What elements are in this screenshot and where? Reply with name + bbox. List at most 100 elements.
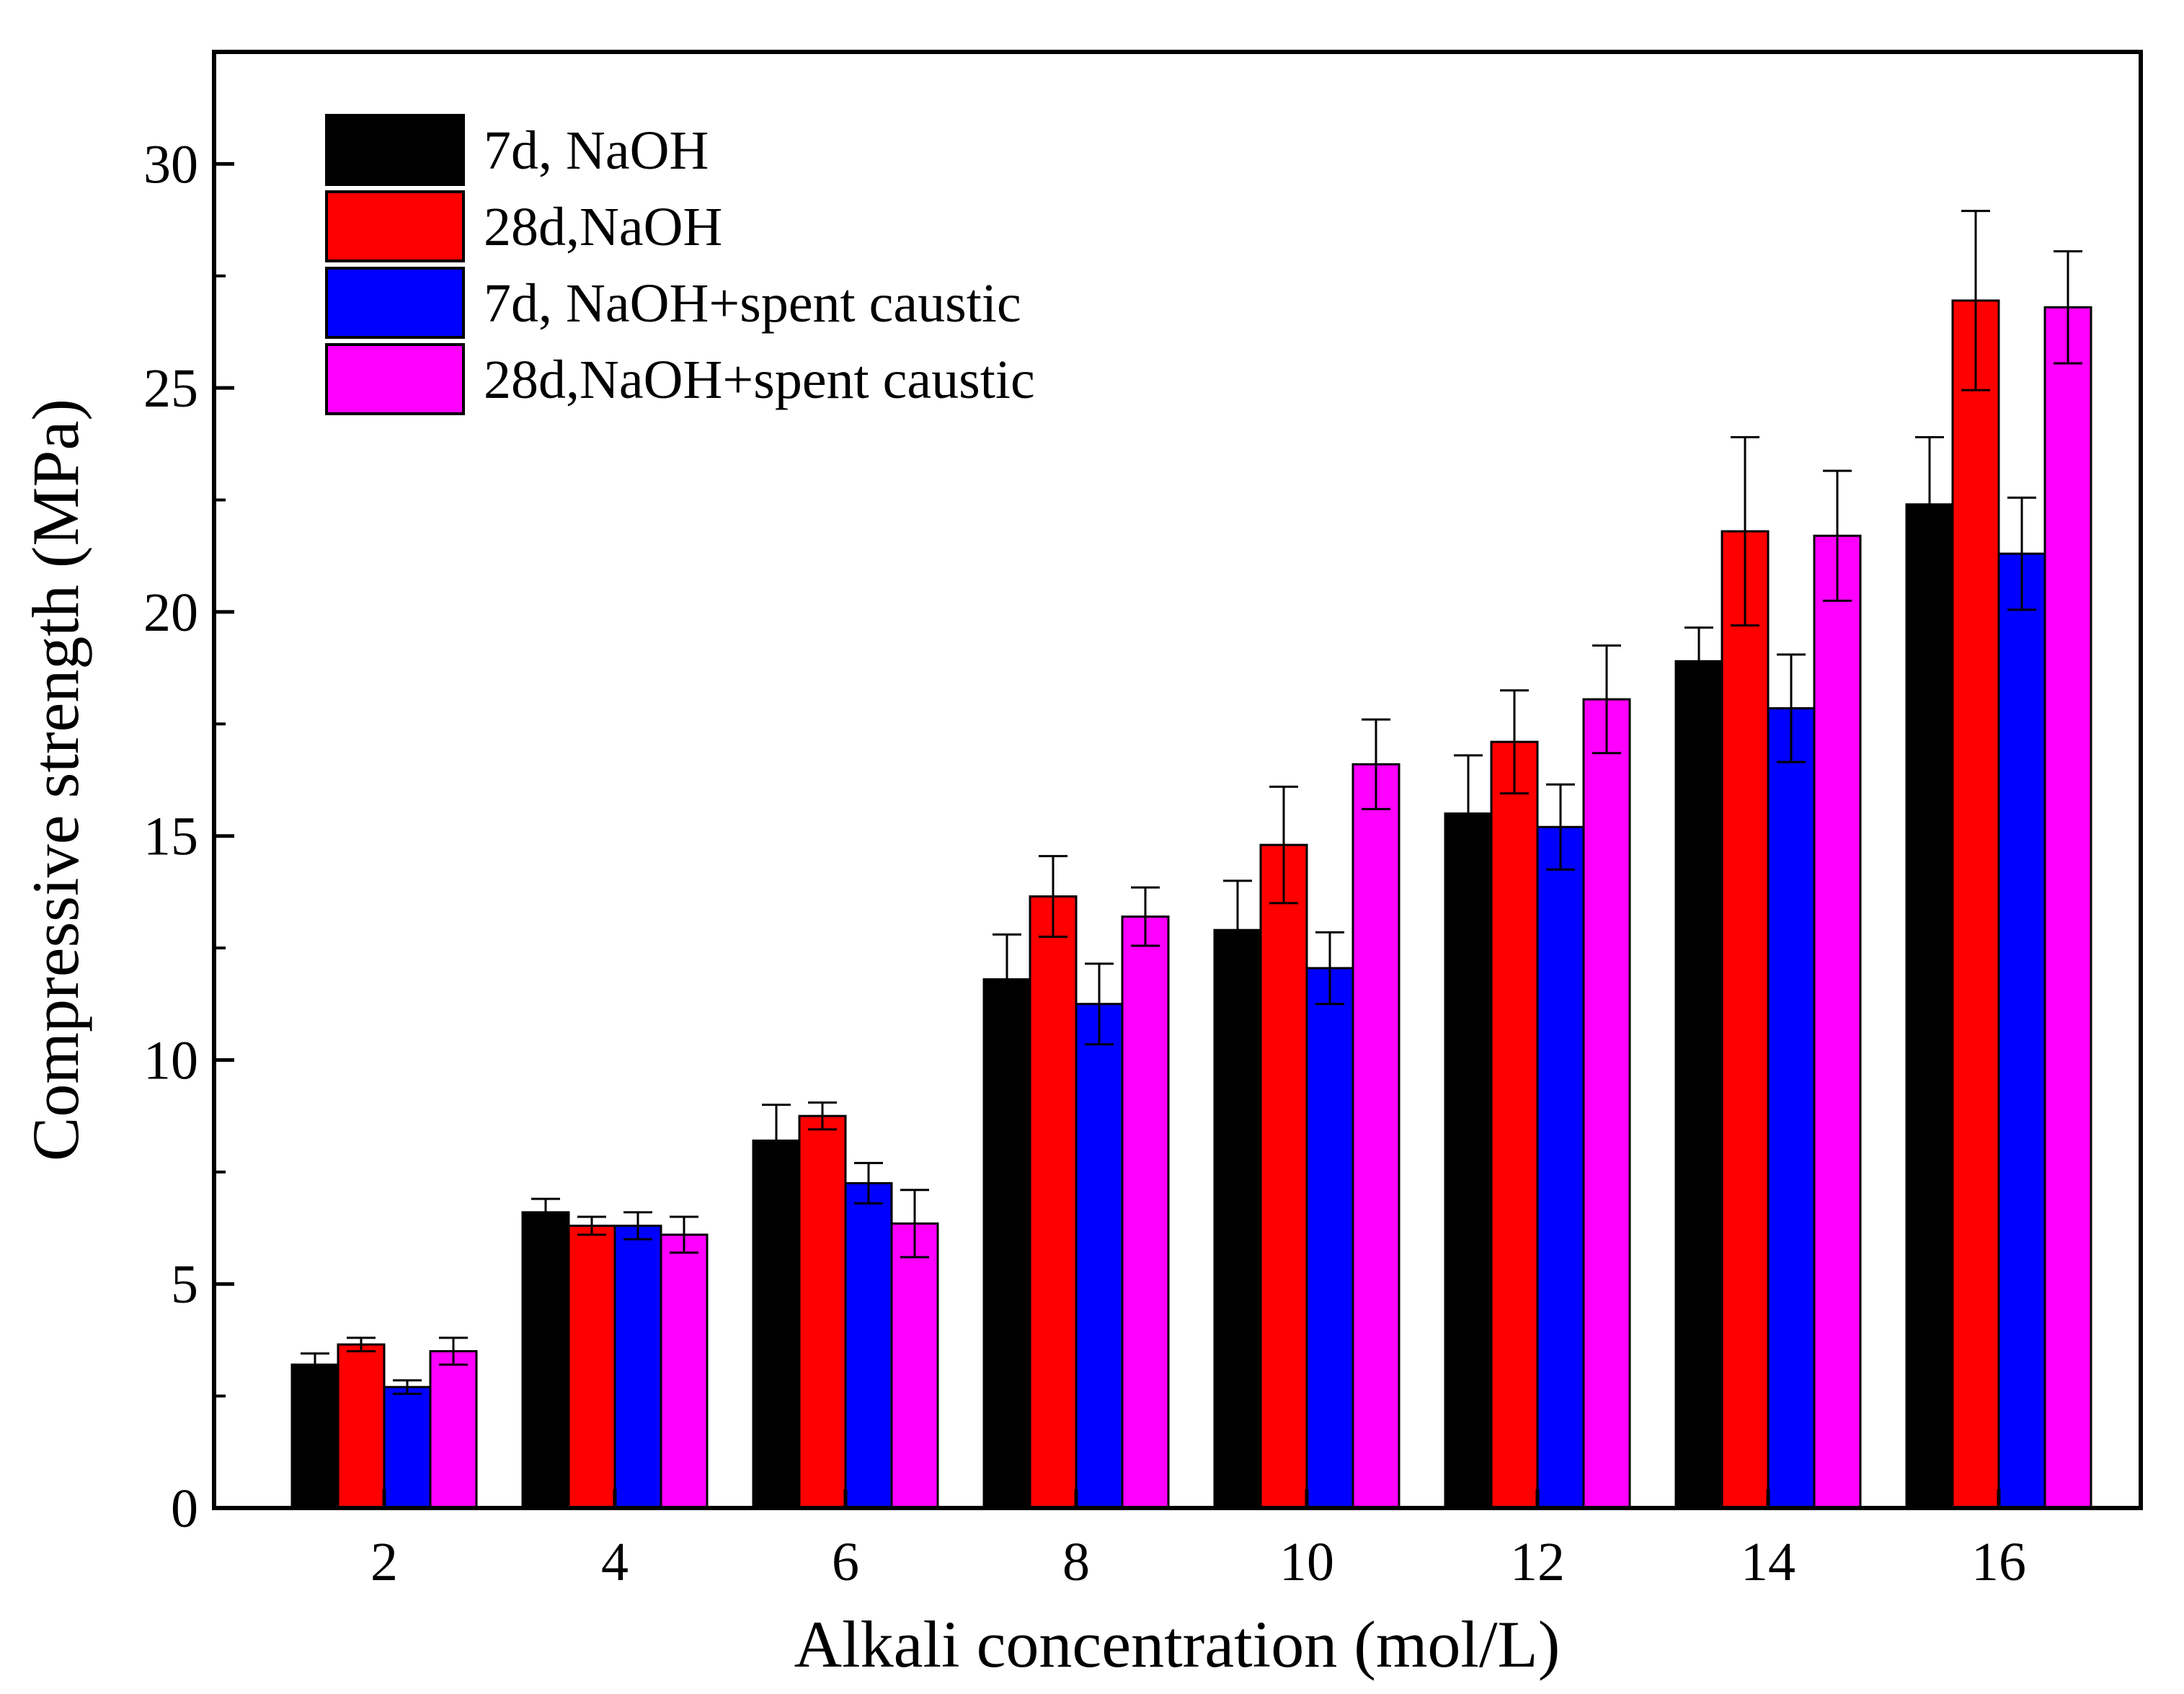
bar-series-4-12 xyxy=(1582,698,1631,1509)
bar-series-4-4 xyxy=(660,1233,709,1509)
y-axis-title: Compressive strength (MPa) xyxy=(19,399,92,1161)
y-tick-label-30: 30 xyxy=(143,134,198,195)
bar-series-2-14 xyxy=(1721,530,1770,1509)
error-bars-layer xyxy=(301,210,2082,1396)
error-bar-series-3-2 xyxy=(393,1379,422,1396)
error-bar-series-3-12 xyxy=(1546,783,1575,871)
legend: 7d, NaOH 28d,NaOH 7d, NaOH+spent caustic 28… xyxy=(325,114,1035,415)
bar-series-2-10 xyxy=(1259,843,1308,1509)
bars-layer xyxy=(290,299,2092,1509)
y-tick-label-20: 20 xyxy=(143,582,198,643)
error-bar-series-4-6 xyxy=(900,1189,929,1259)
bar-series-1-6 xyxy=(752,1139,801,1509)
legend-label: 28d,NaOH xyxy=(484,197,722,257)
error-bar-series-1-14 xyxy=(1684,626,1713,696)
error-bar-series-4-16 xyxy=(2054,250,2082,365)
error-bar-series-2-8 xyxy=(1039,855,1067,939)
error-bar-series-1-4 xyxy=(531,1197,560,1227)
x-axis-title: Alkali concentration (mol/L) xyxy=(794,1607,1561,1681)
bar-series-3-10 xyxy=(1305,967,1354,1509)
bar-series-2-16 xyxy=(1951,299,2000,1509)
error-bar-series-2-6 xyxy=(808,1101,837,1131)
bar-series-1-4 xyxy=(521,1211,570,1509)
legend-swatch xyxy=(325,114,465,186)
bar-series-2-12 xyxy=(1490,740,1539,1509)
bar-series-3-8 xyxy=(1075,1003,1124,1509)
error-bar-series-3-6 xyxy=(854,1161,883,1205)
error-bar-series-3-14 xyxy=(1777,653,1806,763)
bar-series-1-8 xyxy=(982,978,1031,1509)
x-tick-label-12: 12 xyxy=(1510,1532,1565,1592)
error-bar-series-2-10 xyxy=(1269,785,1298,905)
error-bar-series-3-8 xyxy=(1085,962,1114,1046)
legend-label: 7d, NaOH+spent caustic xyxy=(484,273,1021,334)
legend-item-2: 28d,NaOH xyxy=(325,190,722,262)
error-bar-series-4-4 xyxy=(670,1215,698,1254)
bar-series-1-12 xyxy=(1444,812,1493,1509)
error-bar-series-4-8 xyxy=(1131,886,1160,947)
legend-swatch xyxy=(325,190,465,262)
bar-series-1-14 xyxy=(1674,660,1723,1509)
y-tick-label-10: 10 xyxy=(143,1030,198,1091)
legend-item-4: 28d,NaOH+spent caustic xyxy=(325,343,1035,415)
bar-series-3-12 xyxy=(1536,825,1585,1509)
error-bar-series-2-14 xyxy=(1731,436,1759,627)
bar-series-3-4 xyxy=(613,1224,662,1509)
x-tick-label-14: 14 xyxy=(1741,1532,1795,1592)
legend-label: 28d,NaOH+spent caustic xyxy=(484,350,1035,410)
bar-series-3-16 xyxy=(1997,552,2046,1509)
error-bar-series-1-10 xyxy=(1223,879,1252,981)
bar-series-2-8 xyxy=(1029,895,1078,1509)
error-bar-series-1-8 xyxy=(993,933,1021,1026)
bar-series-1-16 xyxy=(1905,503,1954,1509)
bar-series-2-2 xyxy=(337,1343,386,1509)
y-axis-ticks: 0 5 10 15 20 25 30 xyxy=(143,134,234,1539)
error-bar-series-4-10 xyxy=(1362,718,1390,810)
error-bar-series-1-16 xyxy=(1915,436,1944,573)
legend-item-3: 7d, NaOH+spent caustic xyxy=(325,267,1021,339)
bar-series-3-6 xyxy=(844,1181,893,1509)
bar-series-4-2 xyxy=(429,1349,478,1509)
bar-series-1-2 xyxy=(290,1363,339,1509)
x-tick-label-4: 4 xyxy=(601,1532,629,1592)
error-bar-series-2-4 xyxy=(577,1215,606,1236)
error-bar-series-1-2 xyxy=(301,1352,329,1378)
bar-series-1-10 xyxy=(1213,928,1262,1509)
bar-series-4-6 xyxy=(890,1222,939,1509)
bar-series-4-14 xyxy=(1813,534,1862,1509)
bar-series-4-10 xyxy=(1351,763,1400,1509)
error-bar-series-2-12 xyxy=(1500,689,1529,795)
y-tick-label-15: 15 xyxy=(143,807,198,867)
bar-series-4-8 xyxy=(1121,915,1170,1509)
legend-swatch xyxy=(325,267,465,339)
y-tick-label-25: 25 xyxy=(143,358,198,419)
error-bar-series-4-12 xyxy=(1592,644,1621,755)
bar-series-3-14 xyxy=(1767,707,1816,1509)
x-tick-label-8: 8 xyxy=(1062,1532,1090,1592)
error-bar-series-4-14 xyxy=(1823,469,1852,602)
error-bar-series-3-10 xyxy=(1315,931,1344,1006)
x-tick-label-6: 6 xyxy=(832,1532,859,1592)
x-tick-label-16: 16 xyxy=(1971,1532,2026,1592)
error-bar-series-3-4 xyxy=(623,1211,652,1241)
error-bar-series-3-16 xyxy=(2007,496,2036,611)
error-bar-series-1-6 xyxy=(762,1104,791,1178)
bar-series-2-4 xyxy=(567,1224,616,1509)
y-tick-label-0: 0 xyxy=(171,1478,198,1539)
x-axis-ticks: 2 4 6 8 10 12 14 16 xyxy=(370,1489,2026,1592)
error-bar-series-2-2 xyxy=(347,1336,376,1352)
plot-frame xyxy=(212,50,2143,1510)
error-bar-series-4-2 xyxy=(439,1336,468,1366)
legend-label: 7d, NaOH xyxy=(484,120,709,181)
legend-item-1: 7d, NaOH xyxy=(325,114,709,186)
x-tick-label-2: 2 xyxy=(370,1532,398,1592)
bar-series-2-6 xyxy=(798,1114,847,1509)
x-tick-label-10: 10 xyxy=(1279,1532,1334,1592)
legend-swatch xyxy=(325,343,465,415)
error-bar-series-1-12 xyxy=(1454,754,1483,873)
y-tick-label-5: 5 xyxy=(171,1254,198,1315)
bar-series-4-16 xyxy=(2043,306,2092,1509)
error-bar-series-2-16 xyxy=(1961,210,1990,391)
bar-series-3-2 xyxy=(383,1385,432,1509)
